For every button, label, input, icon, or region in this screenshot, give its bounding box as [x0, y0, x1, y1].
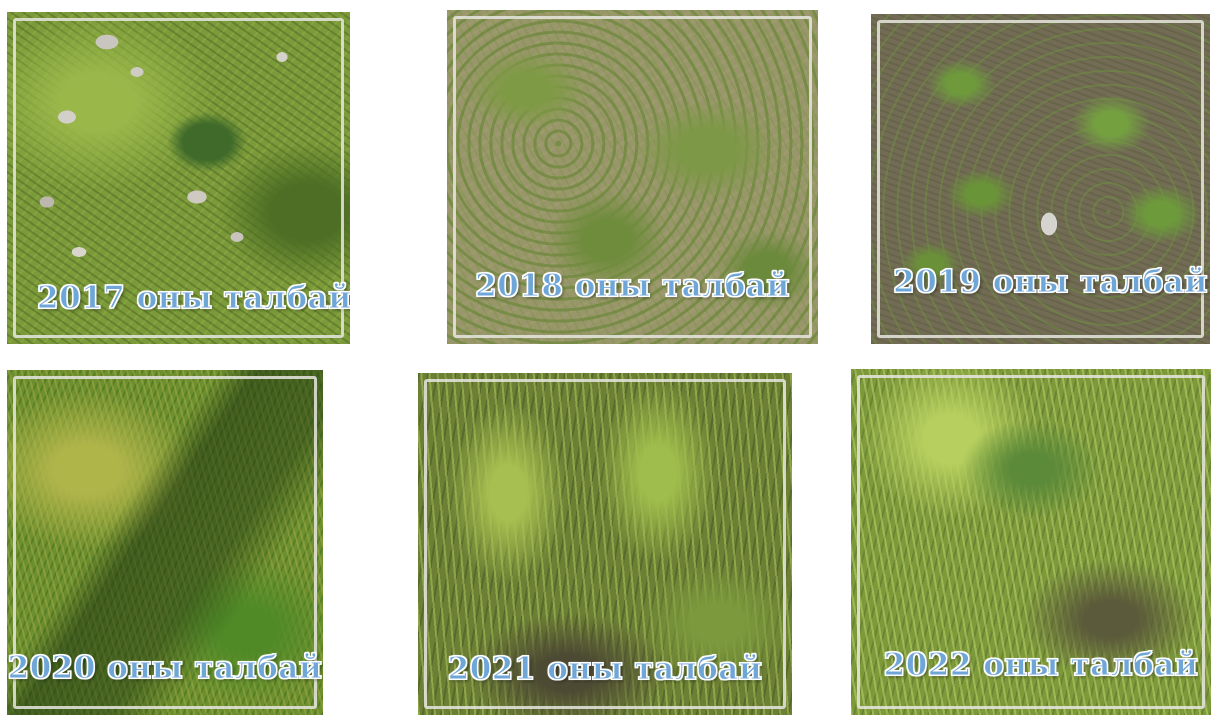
quadrat-frame: [857, 375, 1205, 709]
plot-caption: 2017 оны талбай: [37, 280, 351, 317]
plot-photo-2017: 2017 оны талбай: [7, 12, 350, 344]
quadrat-frame: [453, 16, 812, 338]
quadrat-frame: [424, 379, 786, 709]
plot-photo-2018: 2018 оны талбай: [447, 10, 818, 344]
quadrat-frame: [13, 18, 344, 338]
vegetation-texture: [851, 369, 1211, 715]
quadrat-frame: [877, 20, 1204, 338]
vegetation-texture: [418, 373, 792, 715]
plot-caption: 2020 оны талбай: [7, 650, 323, 687]
plot-caption: 2019 оны талбай: [893, 264, 1208, 301]
plot-caption: 2021 оны талбай: [447, 651, 763, 688]
vegetation-texture: [447, 10, 818, 344]
vegetation-texture: [7, 370, 323, 715]
plot-photo-2021: 2021 оны талбай: [418, 373, 792, 715]
quadrat-frame: [13, 376, 317, 709]
plot-photo-2019: 2019 оны талбай: [871, 14, 1210, 344]
plot-caption: 2022 оны талбай: [883, 647, 1199, 684]
vegetation-texture: [871, 14, 1210, 344]
vegetation-texture: [7, 12, 350, 344]
plot-caption: 2018 оны талбай: [475, 268, 790, 305]
plot-photo-2022: 2022 оны талбай: [851, 369, 1211, 715]
plot-photo-2020: 2020 оны талбай: [7, 370, 323, 715]
